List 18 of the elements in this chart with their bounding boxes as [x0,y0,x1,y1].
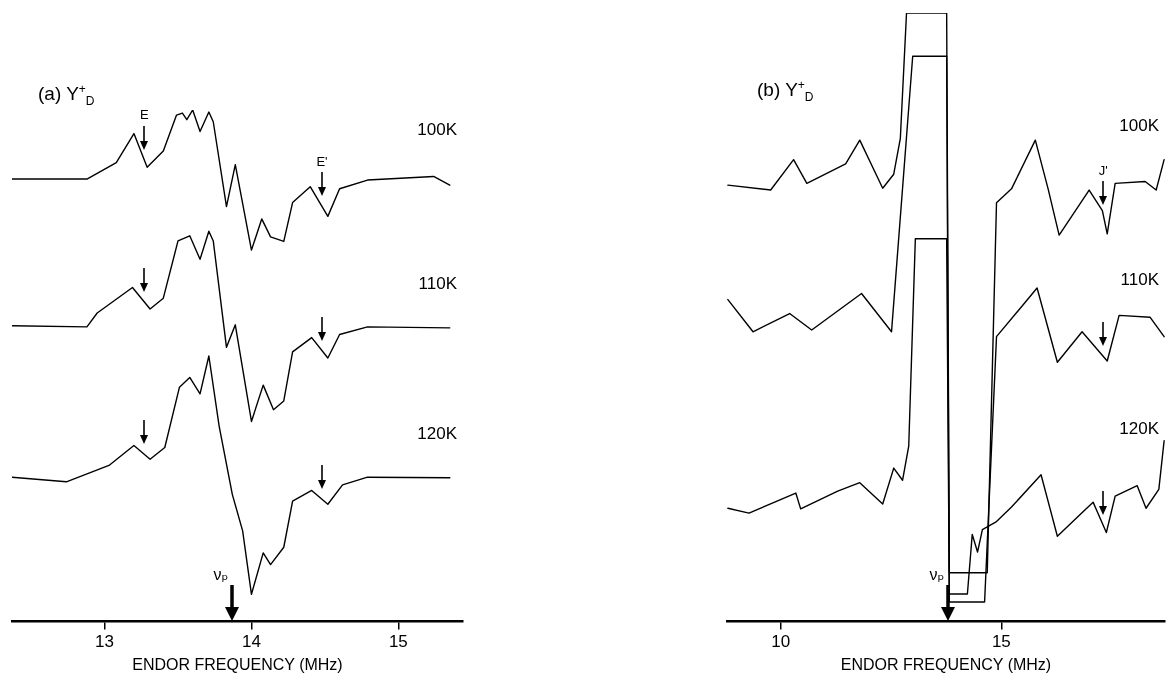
annotation: E' [316,154,328,170]
series-label: 100K [1119,116,1160,136]
series-label: 120K [1119,418,1160,438]
x-axis-title: ENDOR FREQUENCY (MHz) [132,655,343,673]
x-tick-label: 15 [388,632,408,652]
annotation: J' [1098,162,1108,178]
series-label: 110K [418,274,458,294]
annotation: E [139,107,149,123]
text: 100K [417,120,458,140]
text: 120K [417,423,458,443]
x-tick-label: 14 [242,632,261,652]
x-tick-label: 13 [95,632,115,652]
x-tick-label: 10 [771,632,791,652]
x-tick-label: 15 [991,632,1011,652]
ref-line-label: νₚ [213,565,229,583]
series-label: 110K [1120,270,1160,290]
ref-line-label: νₚ [929,565,945,583]
x-axis-title: ENDOR FREQUENCY (MHz) [840,655,1052,673]
